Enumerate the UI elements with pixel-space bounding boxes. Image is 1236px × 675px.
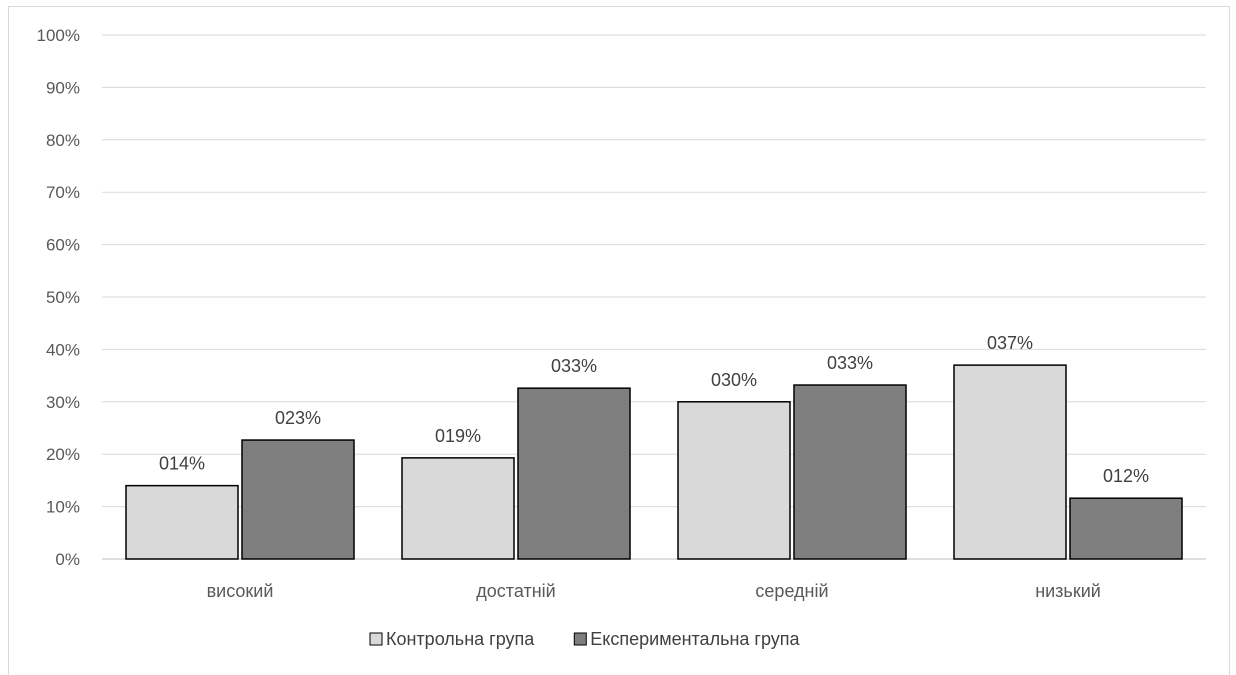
legend-label: Контрольна група	[386, 629, 535, 649]
data-label: 019%	[435, 426, 481, 446]
legend-label: Експериментальна група	[590, 629, 800, 649]
bar	[125, 484, 239, 560]
bar	[1069, 497, 1183, 560]
x-category-label: високий	[207, 581, 274, 601]
x-category-label: середній	[755, 581, 828, 601]
y-tick-label: 10%	[46, 498, 80, 517]
bar	[401, 457, 515, 560]
data-label: 030%	[711, 370, 757, 390]
data-label: 014%	[159, 454, 205, 474]
y-tick-label: 30%	[46, 393, 80, 412]
y-tick-label: 80%	[46, 131, 80, 150]
data-label: 033%	[551, 356, 597, 376]
y-tick-label: 20%	[46, 445, 80, 464]
bar	[517, 387, 631, 560]
bar	[793, 384, 907, 560]
bar	[241, 439, 355, 560]
y-tick-label: 70%	[46, 183, 80, 202]
chart-frame	[8, 6, 1230, 675]
legend-swatch	[573, 632, 587, 646]
y-tick-label: 60%	[46, 236, 80, 255]
bar	[677, 401, 791, 560]
data-label: 033%	[827, 353, 873, 373]
y-tick-label: 100%	[37, 26, 80, 45]
y-tick-label: 40%	[46, 340, 80, 359]
legend-swatch	[369, 632, 383, 646]
data-label: 023%	[275, 408, 321, 428]
x-category-label: достатній	[476, 581, 555, 601]
bar	[953, 364, 1067, 560]
data-label: 012%	[1103, 466, 1149, 486]
data-label: 037%	[987, 333, 1033, 353]
y-tick-label: 50%	[46, 288, 80, 307]
y-tick-label: 90%	[46, 78, 80, 97]
x-category-label: низький	[1035, 581, 1101, 601]
y-tick-label: 0%	[55, 550, 80, 569]
